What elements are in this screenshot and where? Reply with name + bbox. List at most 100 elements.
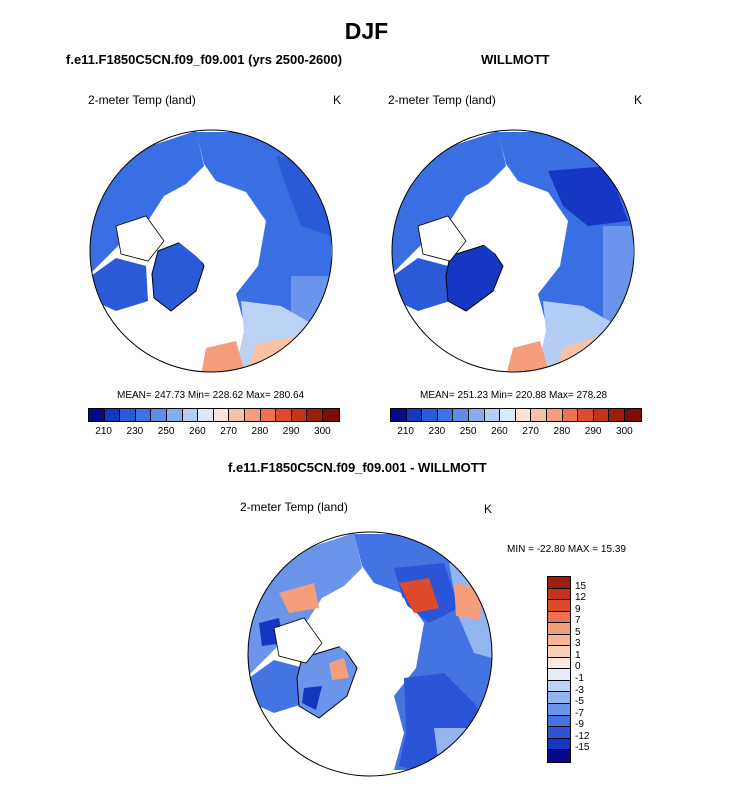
left-colorbar-swatch [244,409,261,421]
right-polar-map [391,129,635,373]
left-stats: MEAN= 247.73 Min= 228.62 Max= 280.64 [117,390,305,401]
diff-colorbar-swatch [548,577,570,589]
left-colorbar [88,408,340,422]
right-stats: MEAN= 251.23 Min= 220.88 Max= 278.28 [420,390,608,401]
right-colorbar-tick: 250 [459,426,477,437]
diff-colorbar-ticks: 15 12 9 7 5 3 1 0 -1 -3 -5 -7 -9 -12 -15 [575,576,605,766]
diff-unit-label: K [484,502,493,516]
diff-colorbar-swatch [548,646,570,658]
left-colorbar-swatch [104,409,121,421]
right-colorbar-swatch [500,409,516,421]
left-colorbar-tick: 270 [220,426,237,437]
left-colorbar-swatch [135,409,152,421]
diff-colorbar-swatch [548,704,570,716]
left-colorbar-ticks: 210 230 250 260 270 280 290 300 [88,426,340,440]
right-colorbar-tick: 290 [584,426,602,437]
diff-colorbar [547,576,571,763]
diff-colorbar-tick: -9 [575,719,584,731]
right-unit-label: K [634,93,643,107]
diff-colorbar-tick: -15 [575,742,590,754]
right-colorbar-swatch [484,409,501,421]
left-colorbar-tick: 210 [95,426,112,437]
diff-colorbar-tick: 3 [575,638,581,650]
diff-colorbar-tick: -7 [575,707,584,719]
left-colorbar-swatch [89,409,105,421]
right-colorbar-swatch [531,409,547,421]
left-colorbar-tick: 230 [126,426,144,437]
diff-colorbar-tick: 1 [575,649,581,661]
right-colorbar-swatch [391,409,407,421]
left-colorbar-swatch [307,409,323,421]
diff-colorbar-tick: 5 [575,626,581,638]
right-colorbar-swatch [593,409,610,421]
diff-colorbar-tick: -1 [575,672,584,684]
right-colorbar-swatch [515,409,532,421]
main-title: DJF [344,18,389,44]
diff-colorbar-swatch [548,611,570,624]
right-variable-label: 2-meter Temp (land) [388,93,496,107]
diff-colorbar-swatch [548,727,570,739]
left-colorbar-tick: 290 [282,426,300,437]
diff-colorbar-swatch [548,600,570,612]
diff-colorbar-tick: 0 [575,661,581,673]
diff-colorbar-tick: -3 [575,684,584,696]
left-colorbar-tick: 250 [157,426,175,437]
diff-colorbar-swatch [548,669,570,681]
right-colorbar-tick: 230 [428,426,446,437]
diff-colorbar-tick: 15 [575,580,587,592]
diff-colorbar-tick: -5 [575,696,584,708]
right-colorbar-swatch [546,409,563,421]
diff-colorbar-swatch [548,692,570,705]
left-unit-label: K [333,93,342,107]
right-case-title: WILLMOTT [481,52,550,67]
left-colorbar-swatch [151,409,167,421]
left-colorbar-swatch [322,409,339,421]
right-colorbar-tick: 300 [616,426,633,437]
left-polar-map [89,129,333,373]
diff-colorbar-swatch [548,623,570,635]
left-colorbar-swatch [276,409,292,421]
right-colorbar-tick: 260 [491,426,508,437]
diff-colorbar-swatch [548,657,570,670]
right-colorbar-swatch [406,409,423,421]
left-europe-region [236,301,331,371]
right-colorbar-tick: 210 [397,426,414,437]
diff-colorbar-tick: 9 [575,603,581,615]
right-colorbar-swatch [437,409,454,421]
left-colorbar-swatch [260,409,277,421]
left-colorbar-tick: 280 [251,426,269,437]
diff-colorbar-swatch [548,750,570,762]
left-colorbar-swatch [198,409,214,421]
left-colorbar-tick: 260 [189,426,206,437]
left-colorbar-swatch [182,409,199,421]
left-colorbar-swatch [213,409,230,421]
right-colorbar-swatch [562,409,579,421]
diff-case-title: f.e11.F1850C5CN.f09_f09.001 - WILLMOTT [228,460,487,475]
diff-stats: MIN = -22.80 MAX = 15.39 [507,544,626,555]
right-colorbar-tick: 280 [553,426,571,437]
right-colorbar-swatch [453,409,469,421]
diff-colorbar-tick: -12 [575,730,590,742]
right-colorbar-swatch [468,409,485,421]
left-colorbar-swatch [166,409,183,421]
right-colorbar-ticks: 210 230 250 260 270 280 290 300 [390,426,642,440]
right-colorbar-swatch [578,409,594,421]
right-colorbar [390,408,642,422]
right-europe-region [538,301,633,371]
diff-colorbar-swatch [548,715,570,728]
diff-variable-label: 2-meter Temp (land) [240,500,348,514]
left-colorbar-swatch [229,409,245,421]
diff-colorbar-swatch [548,738,570,751]
right-colorbar-tick: 270 [522,426,539,437]
right-colorbar-swatch [422,409,438,421]
left-variable-label: 2-meter Temp (land) [88,93,196,107]
left-colorbar-swatch [120,409,136,421]
left-colorbar-swatch [291,409,308,421]
diff-polar-map [247,531,493,777]
right-colorbar-swatch [624,409,641,421]
diff-colorbar-swatch [548,588,570,601]
diff-colorbar-swatch [548,680,570,693]
diff-colorbar-swatch [548,634,570,647]
diff-colorbar-tick: 12 [575,592,587,604]
diff-colorbar-tick: 7 [575,615,581,627]
